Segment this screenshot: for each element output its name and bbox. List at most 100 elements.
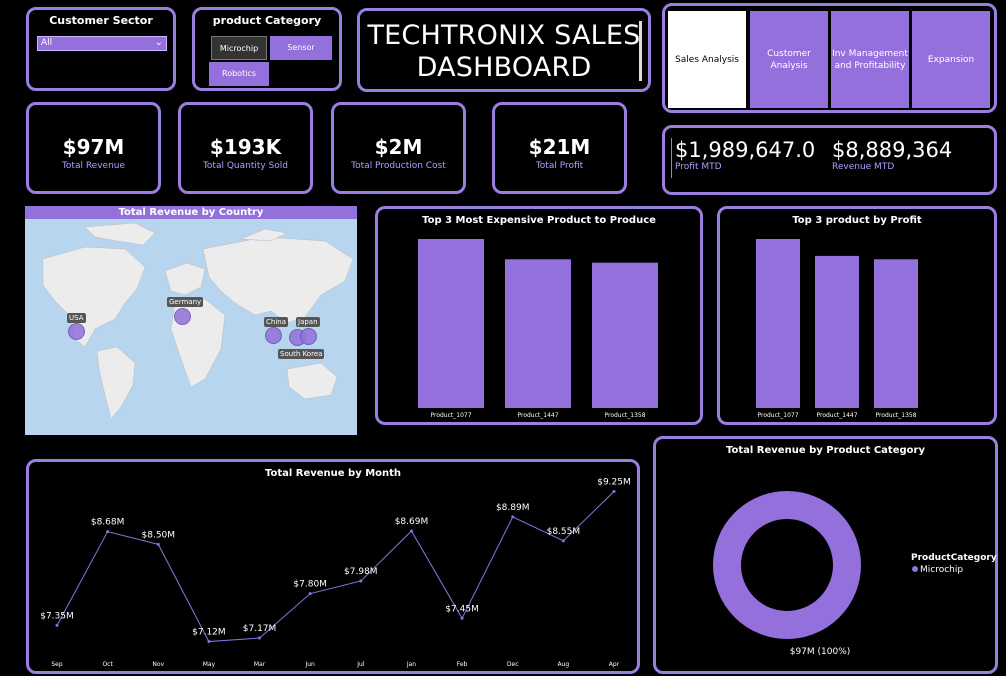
data-label: $8.89M [496,503,530,513]
line-point[interactable] [511,515,515,519]
expensive-products-chart: Top 3 Most Expensive Product to Produce … [375,206,703,425]
bar-chart-svg: Product_1077 Product_1447 Product_1358 [756,239,918,419]
x-tick-label: Product_1077 [430,412,471,419]
x-tick-label: Oct [102,661,113,668]
revenue-month-chart: Total Revenue by Month $7.35M Sep $8.68M Oc… [26,459,640,674]
data-label: $8.68M [91,518,125,528]
data-label: $9.25M [597,478,631,488]
x-tick-label: Dec [507,661,519,668]
x-tick-label: Product_1077 [757,412,798,419]
map-label-usa: USA [67,313,86,323]
mtd-card: $1,989,647.0 Profit MTD $8,889,364 Reven… [662,125,997,195]
revenue-line [56,491,615,643]
profit-mtd: $1,989,647.0 Profit MTD [675,138,815,172]
chip-sensor[interactable]: Sensor [270,36,332,60]
chart-title: Top 3 product by Profit [792,215,922,226]
title-line-1: TECHTRONIX SALES [367,20,641,51]
x-tick-label: Product_1358 [875,412,916,419]
product-category-slicer: product Category Microchip Sensor Roboti… [192,7,342,91]
bar[interactable] [505,259,571,408]
kpi-value: $97M [62,135,125,159]
bubble-china[interactable] [265,327,282,344]
data-label: $7.35M [40,611,74,621]
kpi-total-quantity: $193K Total Quantity Sold [178,102,313,194]
line-point[interactable] [308,592,312,596]
line-point[interactable] [207,640,211,644]
bar[interactable] [418,239,484,408]
chart-title: Total Revenue by Month [264,468,402,479]
dashboard-title: TECHTRONIX SALES DASHBOARD [357,8,651,92]
x-tick-label: Jul [356,661,365,668]
legend-label: Microchip [920,565,964,575]
chart-title: Top 3 Most Expensive Product to Produce [422,215,656,226]
bar-chart-svg: Product_1077 Product_1447 Product_1358 [418,239,658,419]
legend-dot-icon [912,566,918,572]
chevron-down-icon: ⌄ [154,37,163,48]
nav-expansion[interactable]: Expansion [912,11,990,108]
data-label: $7.98M [344,567,378,577]
customer-sector-selected: All [41,38,53,48]
profit-products-chart: Top 3 product by Profit Product_1077 Prod… [717,206,997,425]
revenue-map[interactable]: USA Germany China Japan South Korea [25,219,357,435]
profit-mtd-label: Profit MTD [675,162,722,172]
map-label-japan: Japan [296,317,320,327]
x-tick-label: Jan [406,661,416,668]
map-label-south-korea: South Korea [278,349,325,359]
x-tick-label: Product_1358 [604,412,645,419]
kpi-label: Total Production Cost [351,161,446,171]
nav-inv-management[interactable]: Inv Management and Profitability [831,11,909,108]
bar[interactable] [592,262,658,408]
product-category-title: product Category [212,14,322,27]
x-tick-label: Product_1447 [816,412,857,419]
title-line-2: DASHBOARD [416,52,592,83]
bar[interactable] [874,259,918,408]
legend-item-microchip[interactable]: Microchip [912,565,963,575]
bubble-germany[interactable] [174,308,191,325]
bubble-japan[interactable] [300,328,317,345]
line-point[interactable] [359,579,363,583]
kpi-value: $193K [209,135,282,159]
donut-chart-svg: $97M (100%) [713,491,861,657]
x-tick-label: Product_1447 [517,412,558,419]
line-point[interactable] [561,539,565,543]
customer-sector-dropdown[interactable]: All ⌄ [37,36,167,51]
kpi-production-cost: $2M Total Production Cost [331,102,466,194]
line-point[interactable] [106,530,110,534]
profit-mtd-value: $1,989,647.0 [675,138,816,162]
customer-sector-title: Customer Sector [49,14,153,27]
nav-sales-analysis[interactable]: Sales Analysis [668,11,746,108]
line-point[interactable] [409,529,413,533]
data-label: $8.50M [142,530,176,540]
bubble-usa[interactable] [68,323,85,340]
kpi-label: Total Revenue [61,161,126,171]
legend-title: ProductCategory [911,553,997,563]
donut-slice[interactable] [713,491,861,639]
chip-robotics[interactable]: Robotics [209,62,269,86]
line-point[interactable] [460,616,464,620]
page-navigation: Sales Analysis Customer Analysis Inv Man… [662,3,997,113]
chart-title: Total Revenue by Product Category [726,445,925,456]
bar[interactable] [756,239,800,408]
line-chart-svg: $7.35M Sep $8.68M Oct $8.50M Nov $7.12M May $7.1… [40,478,631,668]
kpi-value: $21M [528,135,591,159]
x-tick-label: Aug [558,661,570,668]
bar[interactable] [815,255,859,408]
chip-microchip[interactable]: Microchip [211,36,267,60]
nav-customer-analysis[interactable]: Customer Analysis [750,11,828,108]
map-label-china: China [264,317,288,327]
line-point[interactable] [156,542,160,546]
customer-sector-slicer: Customer Sector All ⌄ [26,7,176,91]
title-scrollbar[interactable] [639,21,642,81]
revenue-mtd-label: Revenue MTD [832,162,895,172]
kpi-total-profit: $21M Total Profit [492,102,627,194]
revenue-mtd-value: $8,889,364 [832,138,953,162]
kpi-total-revenue: $97M Total Revenue [26,102,161,194]
x-tick-label: Feb [457,661,468,668]
kpi-label: Total Profit [535,161,584,171]
data-label: $7.45M [445,604,479,614]
data-label: $8.55M [547,527,581,537]
data-label: $7.17M [243,624,277,634]
line-point[interactable] [612,490,616,494]
line-point[interactable] [55,623,59,627]
line-point[interactable] [258,636,262,640]
